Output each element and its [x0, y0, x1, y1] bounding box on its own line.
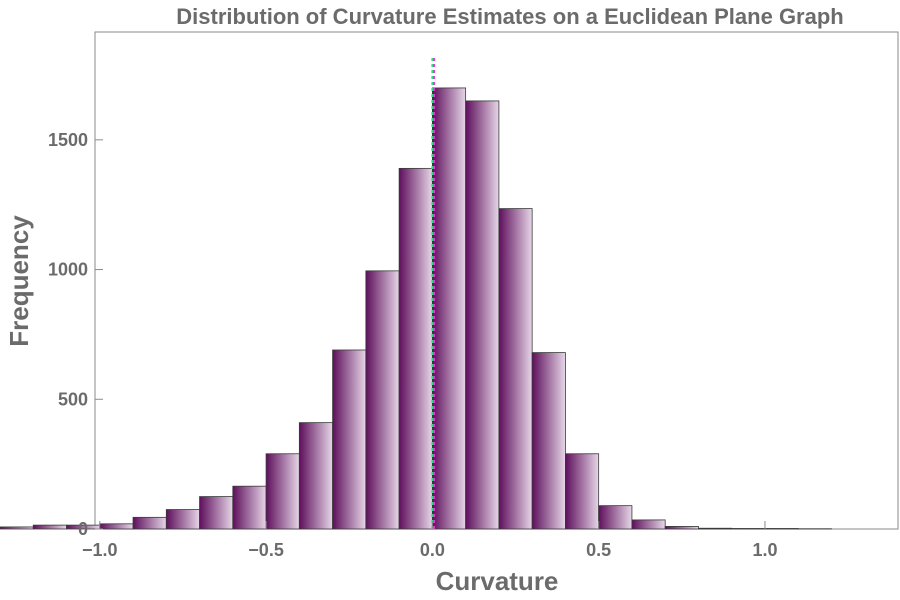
histogram-bar: [664, 526, 699, 530]
histogram-bar: [498, 208, 533, 530]
bars-group: [0, 87, 832, 530]
histogram-bar: [0, 526, 34, 530]
reference-lines-group: [431, 58, 436, 529]
histogram-bar: [565, 453, 600, 530]
chart-title: Distribution of Curvature Estimates on a…: [176, 4, 843, 29]
histogram-bar: [431, 87, 467, 530]
y-axis-label: Frequency: [4, 215, 34, 347]
histogram-bar: [598, 505, 633, 530]
histogram-bar: [298, 422, 333, 530]
histogram-bar: [132, 516, 167, 530]
x-tick-label: 1.0: [752, 540, 777, 560]
histogram-bar: [199, 496, 234, 530]
x-tick-label: 0.0: [420, 540, 445, 560]
histogram-bar: [531, 352, 566, 530]
histogram-bar: [232, 485, 267, 530]
histogram-bar: [631, 519, 666, 530]
histogram-bar: [165, 509, 200, 530]
y-axis-ticks: 0 500 1000 1500: [48, 130, 103, 539]
histogram-bar: [398, 167, 433, 530]
histogram-bar: [764, 528, 799, 530]
y-tick-label: 0: [78, 519, 88, 539]
histogram-bar: [465, 100, 500, 530]
y-tick-label: 500: [58, 389, 88, 409]
histogram-bar: [731, 528, 766, 530]
x-tick-label: −0.5: [248, 540, 284, 560]
histogram-bar: [32, 524, 67, 530]
x-tick-label: −1.0: [82, 540, 118, 560]
histogram-bar: [698, 527, 733, 530]
y-tick-label: 1500: [48, 130, 88, 150]
x-axis-label: Curvature: [436, 566, 559, 596]
x-axis-ticks: −1.0 −0.5 0.0 0.5 1.0: [82, 521, 777, 560]
x-tick-label: 0.5: [586, 540, 611, 560]
histogram-bar: [332, 349, 367, 530]
y-tick-label: 1000: [48, 260, 88, 280]
histogram-bar: [365, 270, 400, 530]
histogram-bar: [99, 523, 134, 530]
histogram-bar: [265, 453, 300, 530]
